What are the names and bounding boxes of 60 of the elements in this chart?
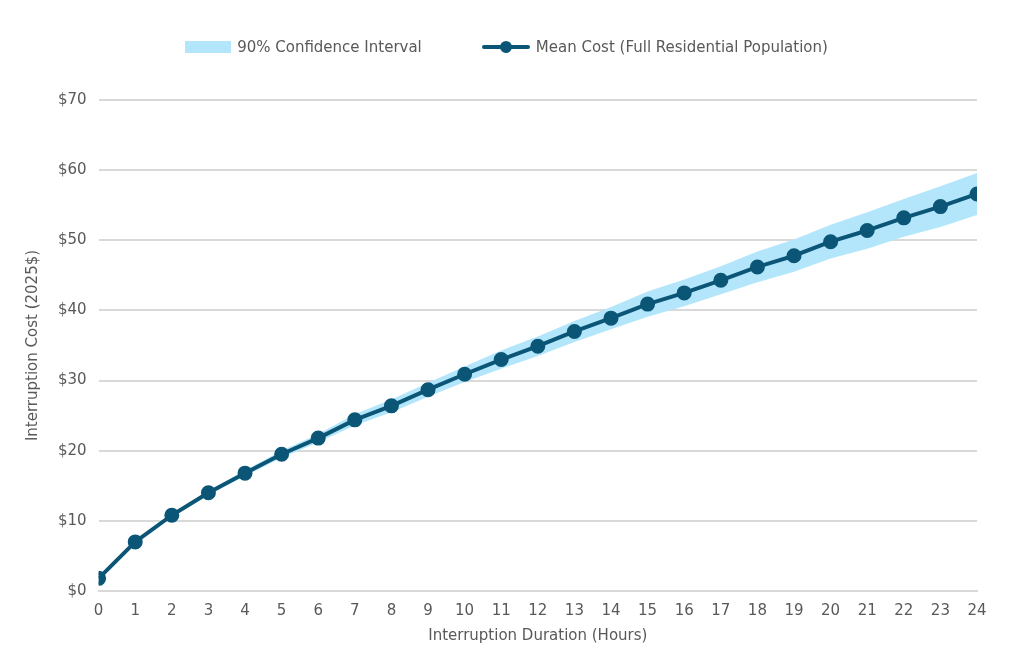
point	[786, 248, 802, 264]
point	[932, 199, 948, 215]
y-tick-label: $30	[57, 370, 87, 389]
text: 90% Confidence Interval	[237, 38, 422, 56]
point	[237, 465, 253, 481]
y-tick-label: $10	[57, 510, 87, 529]
x-tick-label: 13	[564, 600, 584, 619]
point	[383, 398, 399, 414]
point	[713, 272, 729, 288]
point	[566, 323, 582, 339]
y-tick-label: $60	[57, 160, 87, 179]
legend-label: Mean Cost (Full Residential Population)	[535, 38, 828, 56]
point	[274, 446, 290, 462]
point	[420, 382, 436, 398]
x-tick-label: 9	[423, 600, 433, 619]
y-tick-label: $40	[57, 300, 87, 319]
x-tick-label: 3	[203, 600, 214, 619]
point	[896, 210, 912, 226]
y-tick-label: $0	[67, 580, 87, 599]
x-tick-label: 0	[93, 600, 104, 619]
point	[640, 296, 656, 312]
x-tick-label: 1	[130, 600, 140, 619]
x-tick-label: 15	[638, 600, 658, 619]
y-tick-label: $50	[57, 230, 87, 249]
x-tick-label: 8	[386, 600, 397, 619]
x-tick-label: 18	[747, 600, 767, 619]
point	[127, 534, 143, 550]
point	[530, 338, 546, 354]
x-tick-label: 16	[674, 600, 694, 619]
point	[493, 352, 509, 368]
x-tick-label: 11	[491, 600, 511, 619]
point	[823, 234, 839, 250]
x-tick-label: 21	[857, 600, 877, 619]
point	[457, 366, 473, 382]
x-tick-label: 7	[350, 600, 360, 619]
x-tick-label: 23	[930, 600, 950, 619]
x-tick-label: 19	[784, 600, 804, 619]
x-tick-label: 20	[821, 600, 841, 619]
point	[164, 507, 180, 523]
point	[749, 259, 765, 275]
point	[603, 310, 619, 326]
point	[200, 485, 216, 501]
x-tick-label: 5	[276, 600, 287, 619]
y-tick-label: $70	[57, 89, 87, 108]
x-tick-label: 22	[894, 600, 914, 619]
x-tick-label: 12	[528, 600, 548, 619]
x-tick-label: 14	[601, 600, 621, 619]
point	[347, 412, 363, 428]
point	[676, 285, 692, 301]
x-tick-label: 17	[711, 600, 731, 619]
y-tick-label: $20	[57, 440, 87, 459]
x-tick-label: 6	[313, 600, 323, 619]
x-tick-label: 4	[240, 600, 250, 619]
x-tick-label: 24	[967, 600, 987, 619]
point	[310, 430, 326, 446]
y-axis-title: Interruption Cost (2025$)	[22, 249, 41, 442]
point	[859, 222, 875, 238]
x-tick-label: 2	[167, 600, 177, 619]
x-tick-label: 10	[455, 600, 475, 619]
x-axis-title: Interruption Duration (Hours)	[428, 625, 648, 644]
